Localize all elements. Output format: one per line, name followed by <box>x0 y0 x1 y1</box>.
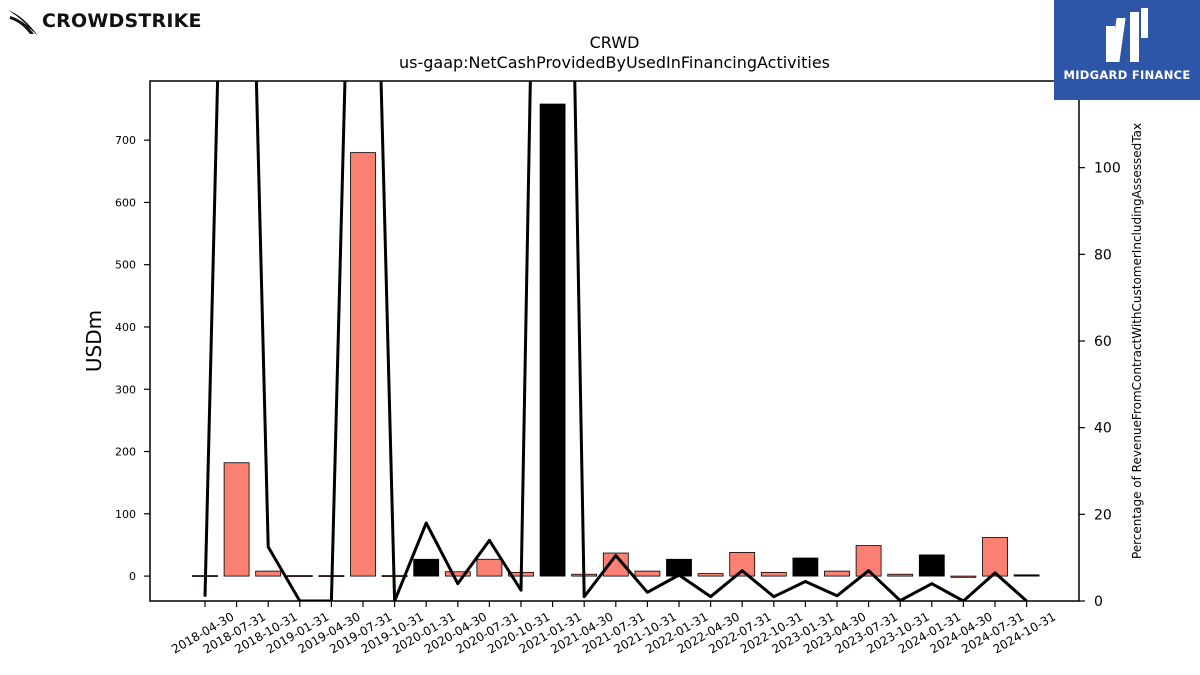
midgard-mark-icon <box>1106 8 1148 62</box>
chart-title: CRWD <box>590 33 640 52</box>
bar-2022-04-30 <box>697 573 724 577</box>
chart-subtitle: us-gaap:NetCashProvidedByUsedInFinancing… <box>399 53 830 72</box>
bar-2021-01-31 <box>539 103 566 577</box>
y-tick-label: 400 <box>115 321 136 334</box>
bar-2020-01-31 <box>413 558 440 577</box>
y-axis-left: 0 100 200 300 400 500 600 700 <box>115 134 150 583</box>
midgard-finance-text: MIDGARD FINANCE <box>1063 68 1191 82</box>
y-axis-label: USDm <box>82 310 106 372</box>
line-series <box>203 81 1028 601</box>
line-path <box>203 81 1028 601</box>
plot-frame <box>149 80 1080 602</box>
midgard-finance-logo: MIDGARD FINANCE <box>1054 0 1200 100</box>
bar-2024-07-31 <box>982 537 1008 577</box>
crowdstrike-logo: CROWDSTRIKE <box>6 4 202 38</box>
bar-2022-10-31 <box>760 571 787 577</box>
y2-tick-label: 100 <box>1094 161 1121 177</box>
y2-tick-label: 20 <box>1094 507 1112 523</box>
bar-2019-01-31 <box>286 575 313 577</box>
x-axis: 2018-04-302018-07-312018-10-312019-01-31… <box>169 601 1058 656</box>
y2-tick-label: 40 <box>1094 421 1112 437</box>
y-axis-right: 0 20 40 60 80 100 <box>1079 161 1121 610</box>
bar-2021-07-31 <box>602 552 629 577</box>
y-tick-label: 600 <box>115 196 136 209</box>
y2-axis-label: Percentage of RevenueFromContractWithCus… <box>1130 123 1144 559</box>
y2-tick-label: 0 <box>1094 594 1103 610</box>
y-tick-label: 700 <box>115 134 136 147</box>
bar-2024-01-31 <box>918 554 945 577</box>
bar-2023-01-31 <box>792 557 819 577</box>
y-tick-label: 100 <box>115 508 136 521</box>
bar-2024-10-31 <box>1013 574 1040 577</box>
y-tick-label: 200 <box>115 446 136 459</box>
bar-2018-07-31 <box>223 462 250 577</box>
bar-2019-07-31 <box>350 152 376 577</box>
bar-2021-10-31 <box>634 570 661 577</box>
bar-2020-04-30 <box>444 571 471 577</box>
bar-2018-10-31 <box>255 570 282 577</box>
bar-2020-07-31 <box>476 558 503 577</box>
bar-2023-10-31 <box>887 573 914 577</box>
y-tick-label: 0 <box>129 570 136 583</box>
crowdstrike-logo-text: CROWDSTRIKE <box>42 10 202 32</box>
falcon-icon <box>8 10 38 36</box>
y-tick-label: 300 <box>115 383 136 396</box>
y-tick-label: 500 <box>115 259 136 272</box>
bar-2023-04-30 <box>824 570 850 577</box>
y2-tick-label: 60 <box>1094 334 1112 350</box>
bar-2022-07-31 <box>729 552 756 577</box>
y2-tick-label: 80 <box>1094 247 1112 263</box>
bar-2024-04-30 <box>950 575 977 578</box>
bar-series <box>192 103 1040 578</box>
